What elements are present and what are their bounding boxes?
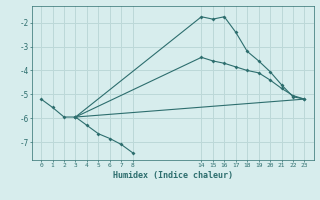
X-axis label: Humidex (Indice chaleur): Humidex (Indice chaleur) bbox=[113, 171, 233, 180]
